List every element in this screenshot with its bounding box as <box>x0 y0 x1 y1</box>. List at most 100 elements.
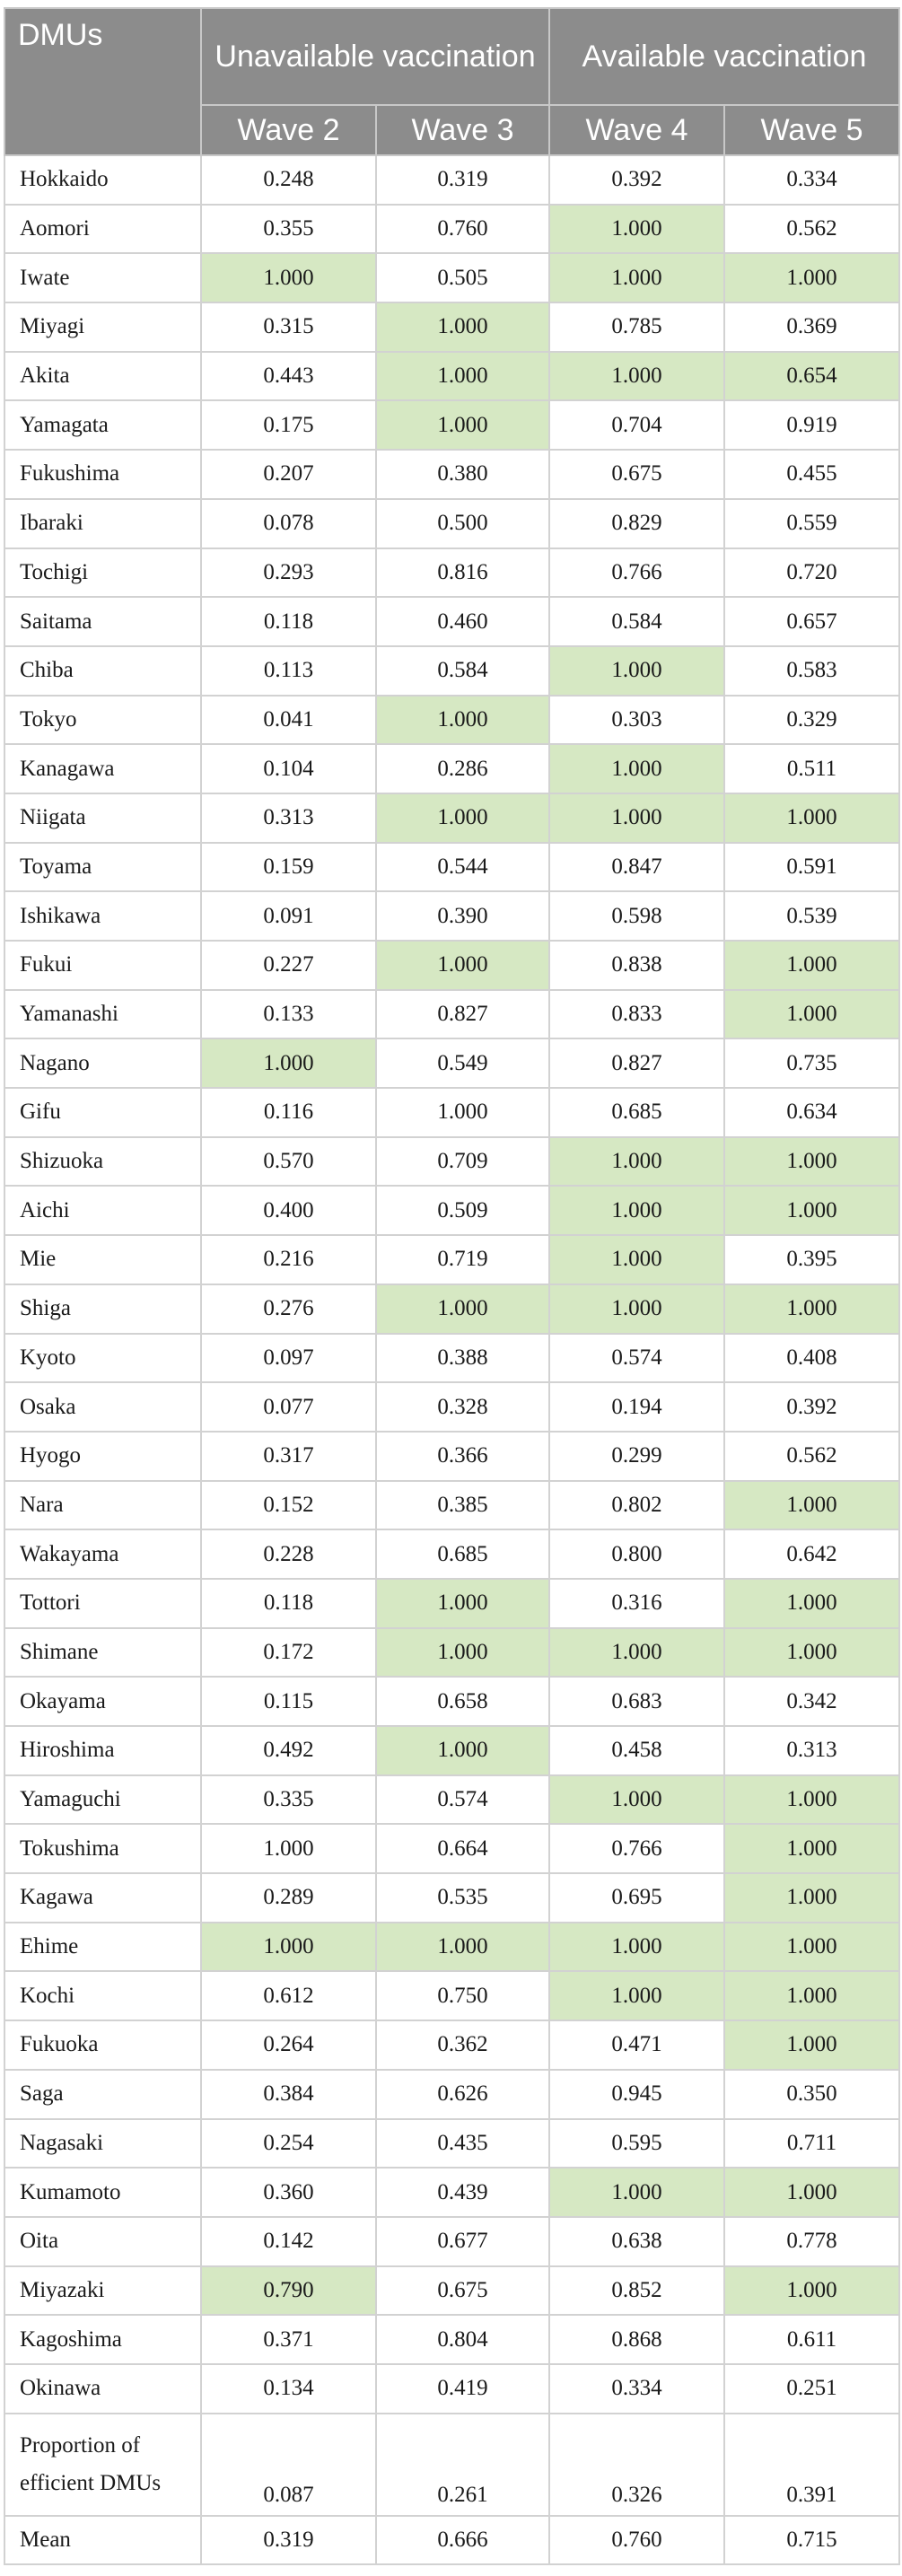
table-row: Okayama 0.115 0.658 0.683 0.342 <box>4 1676 901 1727</box>
wave-2-score-cell: 0.790 <box>200 2265 377 2317</box>
wave-5-score-cell: 1.000 <box>722 1872 901 1923</box>
dmu-name-cell: Ibaraki <box>4 497 202 549</box>
dmu-name-cell: Iwate <box>4 252 202 304</box>
wave-3-score-cell: 0.385 <box>375 1479 550 1531</box>
wave-5-score-cell: 0.369 <box>722 302 901 353</box>
dmu-name-cell: Tochigi <box>4 547 202 599</box>
wave-2-score-cell: 0.570 <box>200 1135 377 1187</box>
wave-4-score-cell: 0.194 <box>548 1381 725 1433</box>
wave-5-score-cell: 1.000 <box>722 2020 901 2071</box>
wave-3-score-cell: 1.000 <box>375 302 550 353</box>
wave-3-score-cell: 0.816 <box>375 547 550 599</box>
wave-2-score-cell: 0.248 <box>200 154 377 206</box>
dmu-name-cell: Gifu <box>4 1087 202 1138</box>
table-row: Kochi 0.612 0.750 1.000 1.000 <box>4 1970 901 2022</box>
wave-3-score-cell: 0.827 <box>375 988 550 1040</box>
wave-4-score-cell: 0.704 <box>548 399 725 451</box>
wave-4-score-cell: 1.000 <box>548 350 725 402</box>
wave-4-score-cell: 1.000 <box>548 1774 725 1826</box>
wave-4-score-cell: 0.574 <box>548 1332 725 1384</box>
dmu-name-cell: Kanagawa <box>4 743 202 794</box>
table-row: Yamaguchi 0.335 0.574 1.000 1.000 <box>4 1774 901 1826</box>
table-row: Niigata 0.313 1.000 1.000 1.000 <box>4 792 901 844</box>
wave-3-score-cell: 0.286 <box>375 743 550 794</box>
dmu-name-cell: Okinawa <box>4 2362 202 2414</box>
table-row: Miyazaki 0.790 0.675 0.852 1.000 <box>4 2265 901 2317</box>
dmu-name-cell: Shizuoka <box>4 1135 202 1187</box>
wave-5-score-cell: 0.329 <box>722 694 901 746</box>
wave-3-score-cell: 1.000 <box>375 1087 550 1138</box>
table-row: Fukui 0.227 1.000 0.838 1.000 <box>4 940 901 991</box>
table-row: Shimane 0.172 1.000 1.000 1.000 <box>4 1626 901 1678</box>
efficiency-table: DMUs Unavailable vaccination Available v… <box>4 7 901 2566</box>
table-row: Ishikawa 0.091 0.390 0.598 0.539 <box>4 890 901 942</box>
wave-5-score-cell: 0.539 <box>722 890 901 942</box>
wave-3-score-cell: 0.439 <box>375 2167 550 2218</box>
dmu-name-cell: Fukushima <box>4 449 202 500</box>
wave-2-score-cell: 0.078 <box>200 497 377 549</box>
wave-5-score-cell: 1.000 <box>722 792 901 844</box>
table-row: Tottori 0.118 1.000 0.316 1.000 <box>4 1577 901 1629</box>
wave-4-score-cell: 0.827 <box>548 1038 725 1090</box>
wave-3-score-cell: 1.000 <box>375 792 550 844</box>
wave-2-score-cell: 0.134 <box>200 2362 377 2414</box>
wave-3-score-cell: 1.000 <box>375 694 550 746</box>
wave-5-header: Wave 5 <box>722 104 901 156</box>
table-row: Hiroshima 0.492 1.000 0.458 0.313 <box>4 1725 901 1776</box>
wave-4-score-cell: 0.833 <box>548 988 725 1040</box>
dmu-name-cell: Shiga <box>4 1283 202 1335</box>
wave-3-score-cell: 1.000 <box>375 1725 550 1776</box>
wave-3-score-cell: 0.574 <box>375 1774 550 1826</box>
wave-4-score-cell: 0.638 <box>548 2215 725 2267</box>
wave-5-score-cell: 0.634 <box>722 1087 901 1138</box>
wave-2-score-cell: 0.077 <box>200 1381 377 1433</box>
wave-3-score-cell: 1.000 <box>375 940 550 991</box>
table-row: Osaka 0.077 0.328 0.194 0.392 <box>4 1381 901 1433</box>
table-row: Miyagi 0.315 1.000 0.785 0.369 <box>4 302 901 353</box>
wave-2-score-cell: 0.041 <box>200 694 377 746</box>
wave-5-score-cell: 1.000 <box>722 1479 901 1531</box>
table-row: Wakayama 0.228 0.685 0.800 0.642 <box>4 1529 901 1580</box>
table-row: Saitama 0.118 0.460 0.584 0.657 <box>4 596 901 647</box>
dmu-name-cell: Yamanashi <box>4 988 202 1040</box>
table-row: Kyoto 0.097 0.388 0.574 0.408 <box>4 1332 901 1384</box>
dmu-name-cell: Fukui <box>4 940 202 991</box>
table-row: Kagawa 0.289 0.535 0.695 1.000 <box>4 1872 901 1923</box>
wave-3-score-cell: 0.750 <box>375 1970 550 2022</box>
wave-3-score-cell: 0.261 <box>375 2412 550 2517</box>
wave-3-score-cell: 0.390 <box>375 890 550 942</box>
wave-4-score-cell: 0.838 <box>548 940 725 991</box>
wave-5-score-cell: 1.000 <box>722 1774 901 1826</box>
wave-2-score-cell: 0.228 <box>200 1529 377 1580</box>
wave-5-score-cell: 1.000 <box>722 252 901 304</box>
dmu-name-cell: Kyoto <box>4 1332 202 1384</box>
wave-4-score-cell: 0.595 <box>548 2117 725 2169</box>
summary-row: Mean 0.319 0.666 0.760 0.715 <box>4 2514 901 2566</box>
wave-2-score-cell: 0.400 <box>200 1185 377 1237</box>
wave-2-score-cell: 0.115 <box>200 1676 377 1727</box>
table-row: Okinawa 0.134 0.419 0.334 0.251 <box>4 2362 901 2414</box>
wave-4-score-cell: 0.683 <box>548 1676 725 1727</box>
table-body: Hokkaido 0.248 0.319 0.392 0.334 Aomori 0.355 0… <box>4 154 901 2566</box>
wave-2-score-cell: 0.355 <box>200 203 377 255</box>
dmu-name-cell: Aichi <box>4 1185 202 1237</box>
wave-4-score-cell: 0.760 <box>548 2514 725 2566</box>
table-row: Mie 0.216 0.719 1.000 0.395 <box>4 1234 901 1285</box>
wave-3-score-cell: 1.000 <box>375 350 550 402</box>
wave-5-score-cell: 0.711 <box>722 2117 901 2169</box>
wave-3-score-cell: 0.677 <box>375 2215 550 2267</box>
wave-2-score-cell: 1.000 <box>200 1921 377 1973</box>
dmu-name-cell: Miyazaki <box>4 2265 202 2317</box>
wave-4-score-cell: 1.000 <box>548 252 725 304</box>
wave-2-score-cell: 0.227 <box>200 940 377 991</box>
wave-2-score-cell: 0.612 <box>200 1970 377 2022</box>
wave-4-score-cell: 0.334 <box>548 2362 725 2414</box>
wave-5-score-cell: 0.591 <box>722 841 901 893</box>
wave-5-score-cell: 0.313 <box>722 1725 901 1776</box>
wave-2-score-cell: 0.104 <box>200 743 377 794</box>
table-row: Nara 0.152 0.385 0.802 1.000 <box>4 1479 901 1531</box>
wave-3-score-cell: 0.804 <box>375 2314 550 2365</box>
table-row: Hokkaido 0.248 0.319 0.392 0.334 <box>4 154 901 206</box>
wave-5-score-cell: 0.559 <box>722 497 901 549</box>
wave-4-score-cell: 0.392 <box>548 154 725 206</box>
